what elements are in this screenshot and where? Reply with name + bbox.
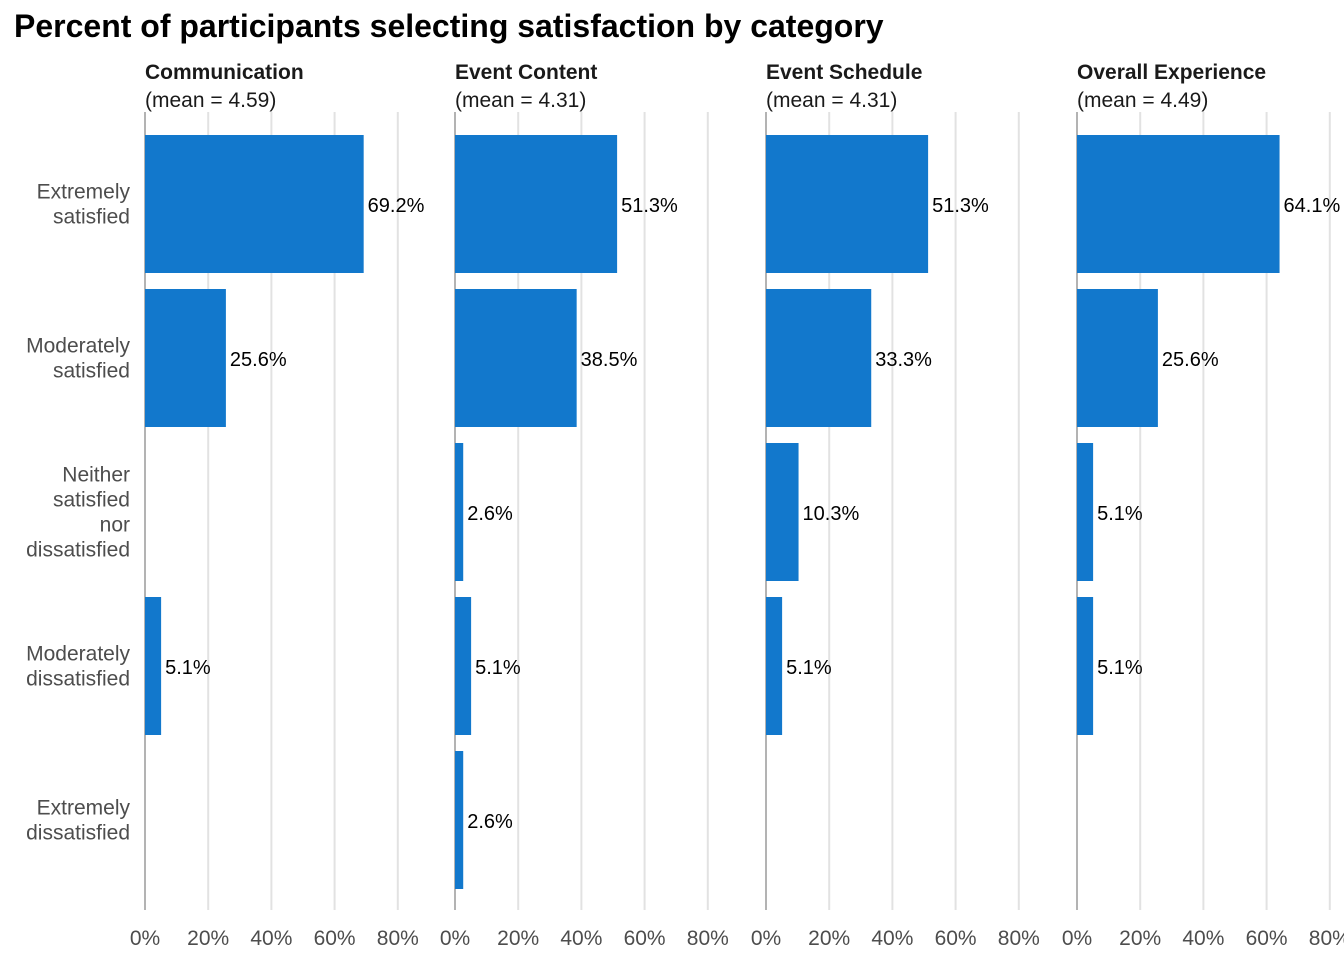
facet-panel: Event Content (mean = 4.31) 51.3% 38.5% 2.6%… — [440, 61, 729, 950]
x-tick-label: 60% — [624, 927, 666, 950]
x-tick-label: 40% — [560, 927, 602, 950]
data-label: 25.6% — [230, 349, 287, 371]
data-label: 69.2% — [368, 195, 425, 217]
facet-title: Event Content — [455, 61, 597, 84]
bar — [766, 443, 799, 581]
data-label: 5.1% — [165, 657, 211, 679]
x-tick-label: 0% — [440, 927, 470, 950]
data-label: 5.1% — [475, 657, 521, 679]
y-category-label: Neither satisfied nor dissatisfied — [26, 464, 130, 562]
y-category-label-line: dissatisfied — [26, 822, 130, 845]
bar — [455, 597, 472, 735]
x-tick-label: 60% — [935, 927, 977, 950]
y-category-label: Moderately satisfied — [26, 335, 130, 383]
x-tick-label: 80% — [998, 927, 1040, 950]
x-tick-label: 20% — [497, 927, 539, 950]
x-tick-label: 80% — [377, 927, 419, 950]
data-label: 10.3% — [803, 503, 860, 525]
x-tick-label: 20% — [1119, 927, 1161, 950]
bar — [766, 597, 783, 735]
x-tick-label: 40% — [1182, 927, 1224, 950]
x-tick-label: 80% — [1309, 927, 1344, 950]
bar — [455, 135, 618, 273]
bar — [455, 751, 464, 889]
x-tick-label: 80% — [687, 927, 729, 950]
y-category-label-line: satisfied — [53, 489, 130, 512]
facet-subtitle: (mean = 4.59) — [145, 89, 276, 112]
y-category-label: Extremely dissatisfied — [26, 797, 130, 845]
bar — [1077, 135, 1280, 273]
x-tick-label: 0% — [130, 927, 160, 950]
data-label: 33.3% — [875, 349, 932, 371]
facet-subtitle: (mean = 4.31) — [455, 89, 586, 112]
x-tick-label: 40% — [871, 927, 913, 950]
bar — [455, 289, 577, 427]
data-label: 51.3% — [621, 195, 678, 217]
x-tick-label: 20% — [808, 927, 850, 950]
y-category-label-line: Extremely — [37, 181, 131, 204]
bar — [766, 289, 872, 427]
y-category-label-line: satisfied — [53, 206, 130, 229]
bar — [1077, 443, 1094, 581]
facet-title: Overall Experience — [1077, 61, 1266, 84]
data-label: 38.5% — [581, 349, 638, 371]
bar — [145, 289, 226, 427]
data-label: 5.1% — [1097, 503, 1143, 525]
facet-title: Event Schedule — [766, 61, 922, 84]
y-category-label-line: Extremely — [37, 797, 131, 820]
y-category-label-line: dissatisfied — [26, 539, 130, 562]
bar — [145, 135, 364, 273]
data-label: 5.1% — [786, 657, 832, 679]
facet-title: Communication — [145, 61, 304, 84]
x-tick-label: 0% — [1062, 927, 1092, 950]
y-category-label-line: Neither — [62, 464, 130, 487]
data-label: 64.1% — [1284, 195, 1341, 217]
data-label: 5.1% — [1097, 657, 1143, 679]
y-category-label-line: dissatisfied — [26, 668, 130, 691]
facet-panel: Communication (mean = 4.59) 69.2% 25.6% 5.1%… — [130, 61, 425, 950]
x-tick-label: 60% — [1246, 927, 1288, 950]
y-category-label-line: Moderately — [26, 335, 130, 358]
data-label: 2.6% — [467, 503, 513, 525]
y-category-label-line: nor — [100, 514, 130, 537]
x-tick-label: 60% — [314, 927, 356, 950]
chart-title: Percent of participants selecting satisf… — [14, 8, 884, 44]
y-category-label-line: satisfied — [53, 360, 130, 383]
facet-panel: Event Schedule (mean = 4.31) 51.3% 33.3% 10.… — [751, 61, 1040, 950]
data-label: 25.6% — [1162, 349, 1219, 371]
y-category-label-line: Moderately — [26, 643, 130, 666]
x-tick-label: 20% — [187, 927, 229, 950]
bar — [455, 443, 464, 581]
data-label: 2.6% — [467, 811, 513, 833]
facet-subtitle: (mean = 4.31) — [766, 89, 897, 112]
facet-panel: Overall Experience (mean = 4.49) 64.1% 25.6… — [1062, 61, 1344, 950]
y-category-label: Extremely satisfied — [37, 181, 131, 229]
data-label: 51.3% — [932, 195, 989, 217]
x-tick-label: 0% — [751, 927, 781, 950]
bar — [1077, 289, 1158, 427]
bar — [1077, 597, 1094, 735]
x-tick-label: 40% — [250, 927, 292, 950]
y-category-label: Moderately dissatisfied — [26, 643, 130, 691]
facet-subtitle: (mean = 4.49) — [1077, 89, 1208, 112]
bar — [766, 135, 929, 273]
bar — [145, 597, 162, 735]
